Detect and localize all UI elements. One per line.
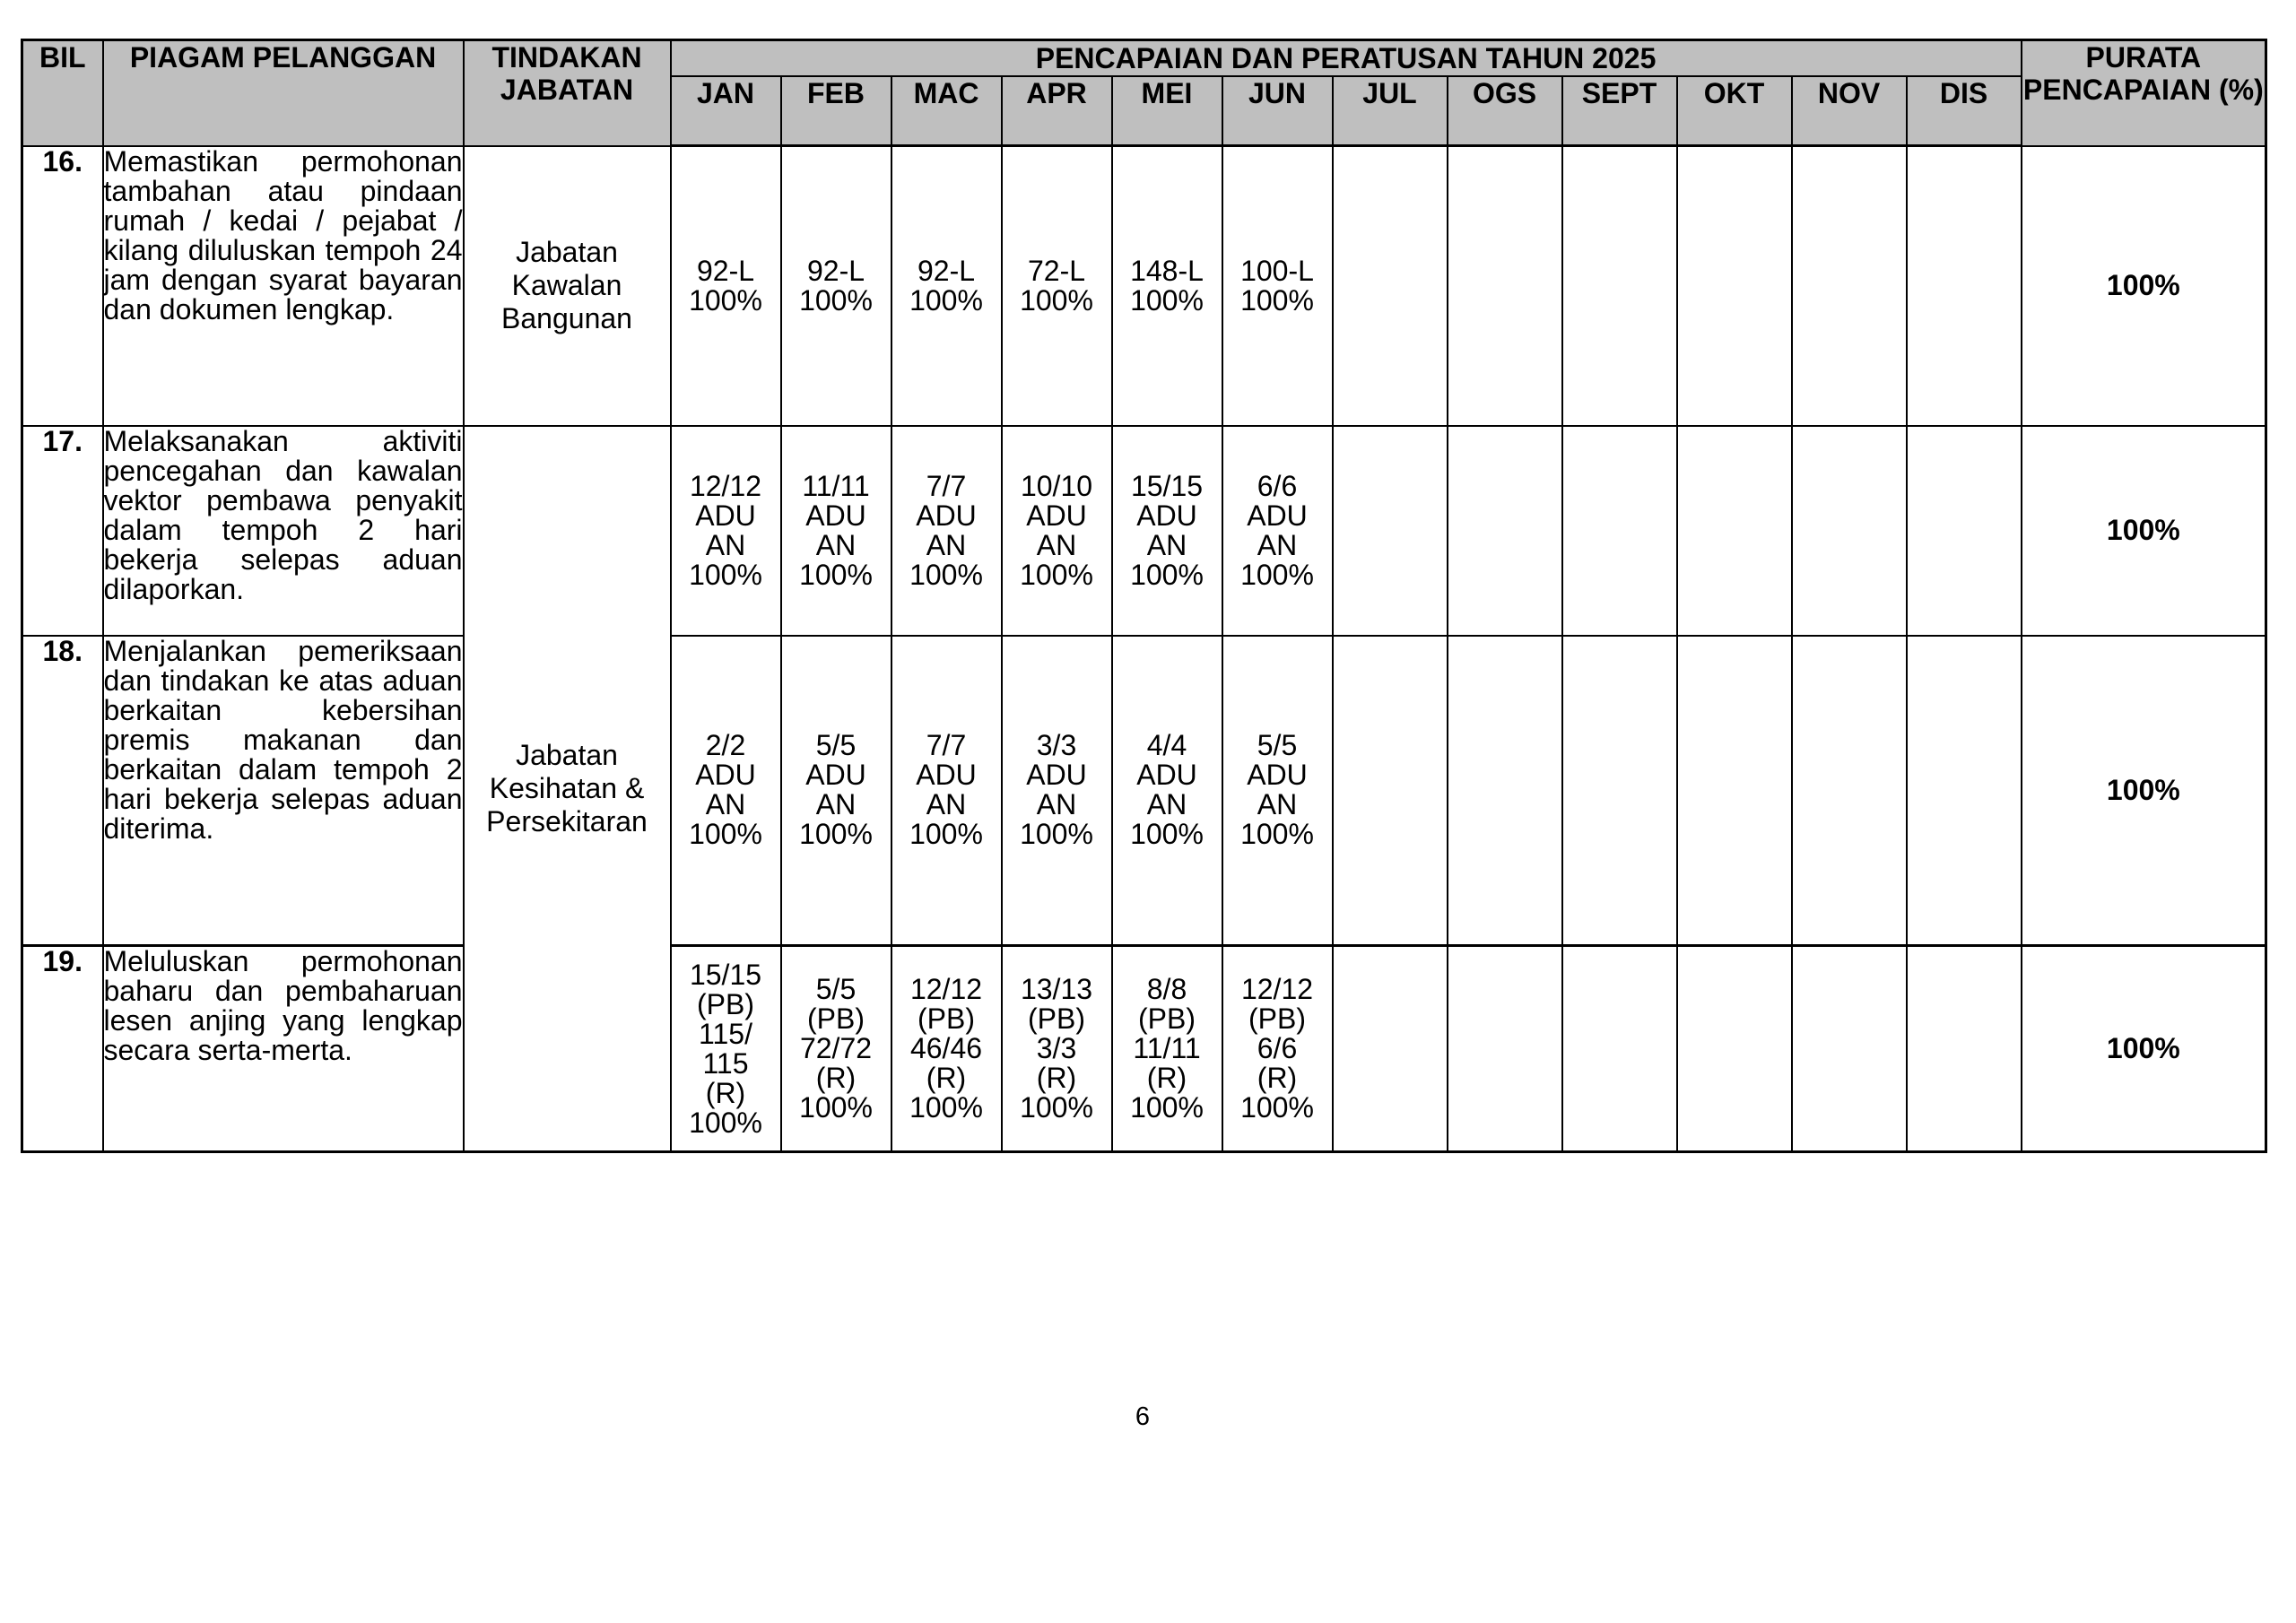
month-value-apr: 3/3 ADU AN 100% (1000, 634, 1113, 947)
month-value-mac: 12/12 (PB) 46/46 (R) 100% (890, 944, 1003, 1153)
month-header-mei: MEI (1110, 74, 1223, 147)
charter-text: Memastikan permohonan tambahan atau pind… (101, 144, 465, 427)
month-value-mei: 8/8 (PB) 11/11 (R) 100% (1110, 944, 1223, 1153)
month-value-jan: 15/15 (PB) 115/ 115 (R) 100% (669, 944, 782, 1153)
month-value-jun: 6/6 ADU AN 100% (1221, 424, 1334, 637)
row-number: 18. (21, 634, 104, 947)
month-header-mac: MAC (890, 74, 1003, 147)
month-header-nov: NOV (1790, 74, 1908, 147)
header-cell-pencapaian-span: PENCAPAIAN DAN PERATUSAN TAHUN 2025 (669, 39, 2022, 77)
month-value-feb: 11/11 ADU AN 100% (779, 424, 892, 637)
month-header-feb: FEB (779, 74, 892, 147)
charter-row-19: 19. Meluluskan permohonan baharu dan pem… (21, 944, 2267, 1153)
average-achievement: 100% (2020, 634, 2267, 947)
month-value-sept (1561, 634, 1678, 947)
month-value-dis (1905, 144, 2022, 427)
row-number: 19. (21, 944, 104, 1153)
month-value-ogs (1446, 424, 1563, 637)
average-achievement: 100% (2020, 144, 2267, 427)
month-value-apr: 72-L 100% (1000, 144, 1113, 427)
header-row-months: JAN FEB MAC APR MEI JUN JUL OGS SEPT OKT… (22, 74, 2266, 147)
average-achievement: 100% (2020, 424, 2267, 637)
month-value-okt (1675, 424, 1793, 637)
month-value-jul (1331, 424, 1448, 637)
month-value-feb: 92-L 100% (779, 144, 892, 427)
month-value-jun: 5/5 ADU AN 100% (1221, 634, 1334, 947)
row-number: 16. (21, 144, 104, 427)
header-cell-purata-pencapaian: PURATA PENCAPAIAN (%) (2020, 39, 2267, 147)
month-value-mei: 15/15 ADU AN 100% (1110, 424, 1223, 637)
month-value-jun: 12/12 (PB) 6/6 (R) 100% (1221, 944, 1334, 1153)
month-value-jun: 100-L 100% (1221, 144, 1334, 427)
header-cell-tindakan-jabatan: TINDAKAN JABATAN (462, 39, 672, 147)
department-cell: Jabatan Kawalan Bangunan (462, 144, 672, 427)
header-row-top: BIL PIAGAM PELANGGAN TINDAKAN JABATAN PE… (21, 39, 2267, 147)
month-value-feb: 5/5 ADU AN 100% (779, 634, 892, 947)
charter-text: Menjalankan pemeriksaan dan tindakan ke … (101, 634, 465, 947)
month-value-dis (1905, 944, 2022, 1153)
month-header-sept: SEPT (1561, 74, 1678, 147)
month-value-dis (1905, 634, 2022, 947)
month-value-okt (1675, 144, 1793, 427)
month-value-mei: 148-L 100% (1110, 144, 1223, 427)
month-value-mac: 7/7 ADU AN 100% (890, 424, 1003, 637)
month-value-jul (1331, 144, 1448, 427)
month-value-jan: 12/12 ADU AN 100% (669, 424, 782, 637)
month-value-mac: 92-L 100% (890, 144, 1003, 427)
month-value-sept (1561, 424, 1678, 637)
month-value-nov (1790, 144, 1908, 427)
customer-charter-table: BIL PIAGAM PELANGGAN TINDAKAN JABATAN PE… (21, 39, 2268, 1153)
charter-row-18: 18. Menjalankan pemeriksaan dan tindakan… (21, 634, 2267, 947)
month-header-jun: JUN (1221, 74, 1334, 147)
month-header-okt: OKT (1675, 74, 1793, 147)
row-number: 17. (21, 424, 104, 637)
month-value-jul (1331, 634, 1448, 947)
charter-row-16: 16. Memastikan permohonan tambahan atau … (21, 144, 2267, 427)
month-value-okt (1675, 634, 1793, 947)
month-value-ogs (1446, 634, 1563, 947)
month-value-nov (1790, 634, 1908, 947)
month-value-mac: 7/7 ADU AN 100% (890, 634, 1003, 947)
month-header-dis: DIS (1905, 74, 2022, 147)
month-value-jan: 2/2 ADU AN 100% (669, 634, 782, 947)
header-cell-bil: BIL (21, 39, 104, 147)
month-header-jan: JAN (669, 74, 782, 147)
department-cell-merged: Jabatan Kesihatan & Persekitaran (462, 424, 672, 1153)
month-value-sept (1561, 144, 1678, 427)
charter-row-17: 17. Melaksanakan aktiviti pencegahan dan… (21, 424, 2267, 1153)
charter-text: Meluluskan permohonan baharu dan pembaha… (101, 944, 465, 1153)
month-value-jan: 92-L 100% (669, 144, 782, 427)
month-value-ogs (1446, 944, 1563, 1153)
month-value-nov (1790, 944, 1908, 1153)
month-value-jul (1331, 944, 1448, 1153)
month-value-sept (1561, 944, 1678, 1153)
month-value-apr: 13/13 (PB) 3/3 (R) 100% (1000, 944, 1113, 1153)
month-value-nov (1790, 424, 1908, 637)
month-value-dis (1905, 424, 2022, 637)
month-header-ogs: OGS (1446, 74, 1563, 147)
month-value-feb: 5/5 (PB) 72/72 (R) 100% (779, 944, 892, 1153)
charter-text: Melaksanakan aktiviti pencegahan dan kaw… (101, 424, 465, 637)
header-cell-piagam-pelanggan: PIAGAM PELANGGAN (101, 39, 465, 147)
month-value-ogs (1446, 144, 1563, 427)
month-header-apr: APR (1000, 74, 1113, 147)
month-value-mei: 4/4 ADU AN 100% (1110, 634, 1223, 947)
month-header-jul: JUL (1331, 74, 1448, 147)
page-number: 6 (1135, 1402, 1151, 1431)
month-value-apr: 10/10 ADU AN 100% (1000, 424, 1113, 637)
month-value-okt (1675, 944, 1793, 1153)
average-achievement: 100% (2020, 944, 2267, 1153)
